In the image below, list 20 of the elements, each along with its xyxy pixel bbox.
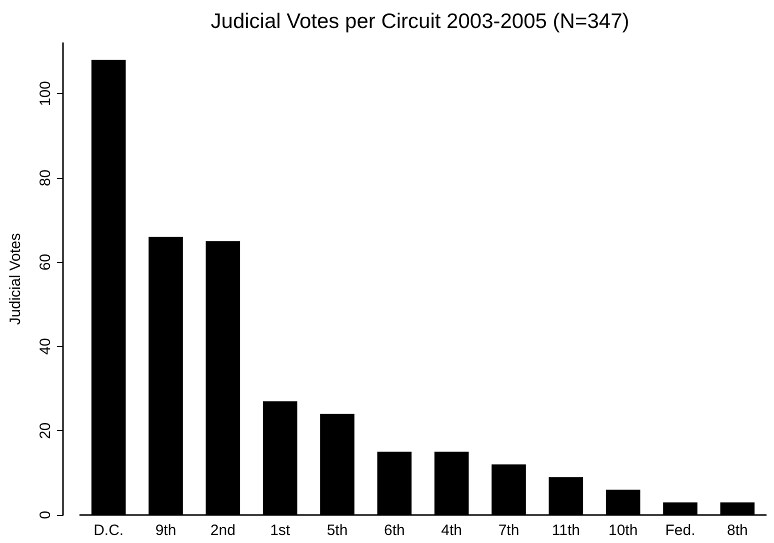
x-tick-label: 7th <box>498 522 520 539</box>
x-tick-label: 8th <box>726 522 748 539</box>
x-tick-label: 11th <box>552 522 580 539</box>
x-tick-label: Fed. <box>665 522 696 539</box>
y-tick-label: 20 <box>37 422 54 440</box>
x-tick-label: 4th <box>441 522 462 539</box>
x-tick-label: D.C. <box>94 522 124 539</box>
y-tick-label: 40 <box>37 338 54 355</box>
x-tick-label: 1st <box>270 522 291 539</box>
y-tick-label: 100 <box>37 81 54 106</box>
y-tick-label: 60 <box>37 254 54 270</box>
x-tick-label: 6th <box>384 522 405 539</box>
chart-title: Judicial Votes per Circuit 2003-2005 (N=347) <box>210 10 630 33</box>
x-tick-label: 9th <box>155 522 176 539</box>
y-tick-label: 80 <box>37 170 54 186</box>
x-tick-label: 10th <box>608 522 638 539</box>
y-tick-label: 0 <box>37 510 54 520</box>
y-axis-title: Judicial Votes <box>7 233 24 325</box>
x-tick-label: 2nd <box>210 522 236 539</box>
x-tick-label: 5th <box>326 522 348 539</box>
